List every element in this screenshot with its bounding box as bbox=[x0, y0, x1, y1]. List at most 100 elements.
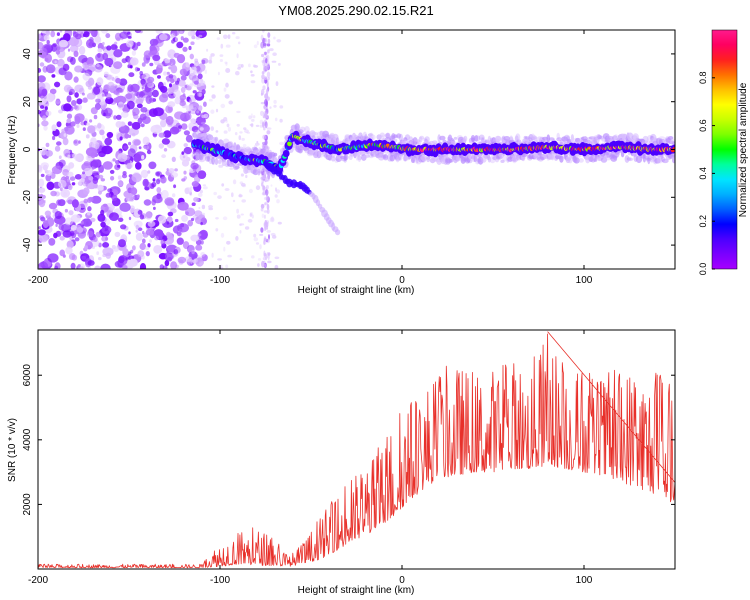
noise-blob bbox=[179, 30, 183, 34]
noise-blob bbox=[88, 176, 94, 181]
noise-blob bbox=[239, 257, 243, 261]
noise-blob bbox=[42, 220, 49, 229]
stripe-blob bbox=[261, 77, 265, 84]
noise-blob bbox=[81, 218, 93, 227]
noise-blob bbox=[179, 68, 187, 76]
noise-blob bbox=[155, 178, 161, 185]
noise-blob bbox=[185, 156, 191, 162]
noise-blob bbox=[178, 79, 186, 87]
noise-blob bbox=[137, 250, 145, 258]
colorbar-tick-label: 0.6 bbox=[698, 119, 708, 132]
stripe-blob bbox=[264, 76, 268, 80]
halo-blob bbox=[502, 154, 508, 162]
noise-blob bbox=[40, 173, 45, 178]
noise-blob bbox=[87, 125, 96, 134]
noise-blob bbox=[170, 78, 175, 84]
noise-blob bbox=[182, 155, 186, 159]
noise-blob bbox=[163, 148, 168, 152]
noise-blob bbox=[139, 71, 143, 76]
noise-blob bbox=[66, 113, 73, 119]
noise-blob bbox=[100, 30, 109, 34]
noise-blob bbox=[168, 168, 175, 174]
noise-blob bbox=[74, 174, 82, 180]
noise-blob bbox=[135, 232, 143, 241]
stripe-blob bbox=[260, 207, 264, 212]
noise-blob bbox=[139, 242, 147, 251]
halo-blob bbox=[419, 135, 425, 140]
noise-blob bbox=[73, 105, 78, 110]
noise-blob bbox=[192, 78, 197, 81]
noise-blob bbox=[45, 142, 50, 148]
noise-blob bbox=[266, 208, 270, 214]
noise-blob bbox=[198, 105, 203, 112]
halo-blob bbox=[408, 136, 413, 142]
noise-blob bbox=[149, 239, 152, 243]
noise-blob bbox=[167, 211, 174, 217]
noise-blob bbox=[46, 93, 55, 103]
noise-blob bbox=[133, 139, 141, 146]
noise-blob bbox=[208, 59, 213, 64]
noise-blob bbox=[110, 176, 115, 181]
noise-blob bbox=[190, 234, 200, 242]
noise-blob bbox=[117, 180, 124, 187]
noise-blob bbox=[197, 129, 200, 135]
noise-blob bbox=[217, 71, 220, 76]
stripe-blob bbox=[260, 203, 265, 209]
noise-blob bbox=[197, 170, 207, 180]
noise-blob bbox=[183, 143, 188, 148]
noise-blob bbox=[279, 105, 284, 109]
halo-blob bbox=[260, 148, 267, 154]
colorbar-ticks: 0.0 0.2 0.4 0.6 0.8 bbox=[698, 72, 715, 275]
noise-blob bbox=[137, 227, 143, 231]
noise-blob bbox=[184, 256, 192, 262]
halo-blob bbox=[660, 139, 666, 144]
halo-blob bbox=[466, 159, 473, 164]
noise-blob bbox=[189, 53, 194, 60]
noise-blob bbox=[185, 111, 190, 116]
noise-blob bbox=[123, 145, 129, 150]
noise-blob bbox=[140, 107, 148, 113]
noise-blob bbox=[62, 137, 69, 146]
noise-blob bbox=[279, 141, 285, 146]
halo-blob bbox=[202, 132, 207, 140]
noise-blob bbox=[128, 258, 138, 267]
noise-blob bbox=[183, 37, 189, 43]
noise-blob bbox=[60, 189, 71, 198]
noise-blob bbox=[274, 117, 278, 122]
noise-blob bbox=[76, 98, 83, 105]
noise-blob bbox=[222, 216, 228, 221]
halo-blob bbox=[474, 135, 479, 142]
noise-blob bbox=[70, 214, 81, 223]
noise-blob bbox=[151, 89, 159, 98]
stripe-blob bbox=[264, 98, 268, 106]
stripe-blob bbox=[261, 192, 265, 196]
halo-blob bbox=[330, 156, 336, 162]
noise-blob bbox=[208, 205, 213, 209]
noise-blob bbox=[38, 187, 46, 193]
halo-blob bbox=[304, 126, 310, 134]
noise-blob bbox=[44, 210, 52, 217]
noise-blob bbox=[67, 154, 71, 159]
noise-blob bbox=[74, 237, 80, 242]
noise-blob bbox=[66, 240, 74, 249]
halo-blob bbox=[559, 155, 564, 163]
noise-blob bbox=[86, 92, 96, 100]
noise-blob bbox=[189, 83, 193, 88]
noise-blob bbox=[161, 138, 170, 145]
halo-blob bbox=[214, 158, 219, 165]
noise-blob bbox=[126, 162, 132, 170]
noise-blob bbox=[45, 110, 52, 117]
halo-blob bbox=[424, 136, 430, 143]
stripe-blob bbox=[265, 225, 269, 230]
noise-blob bbox=[115, 77, 121, 84]
noise-blob bbox=[131, 173, 142, 183]
noise-blob bbox=[48, 238, 56, 246]
noise-blob bbox=[218, 164, 224, 168]
noise-blob bbox=[142, 230, 145, 235]
halo-blob bbox=[491, 137, 497, 145]
noise-blob bbox=[159, 33, 168, 41]
stripe-blob bbox=[267, 38, 271, 44]
noise-blob bbox=[180, 75, 187, 81]
noise-blob bbox=[119, 31, 129, 39]
noise-blob bbox=[38, 41, 44, 50]
